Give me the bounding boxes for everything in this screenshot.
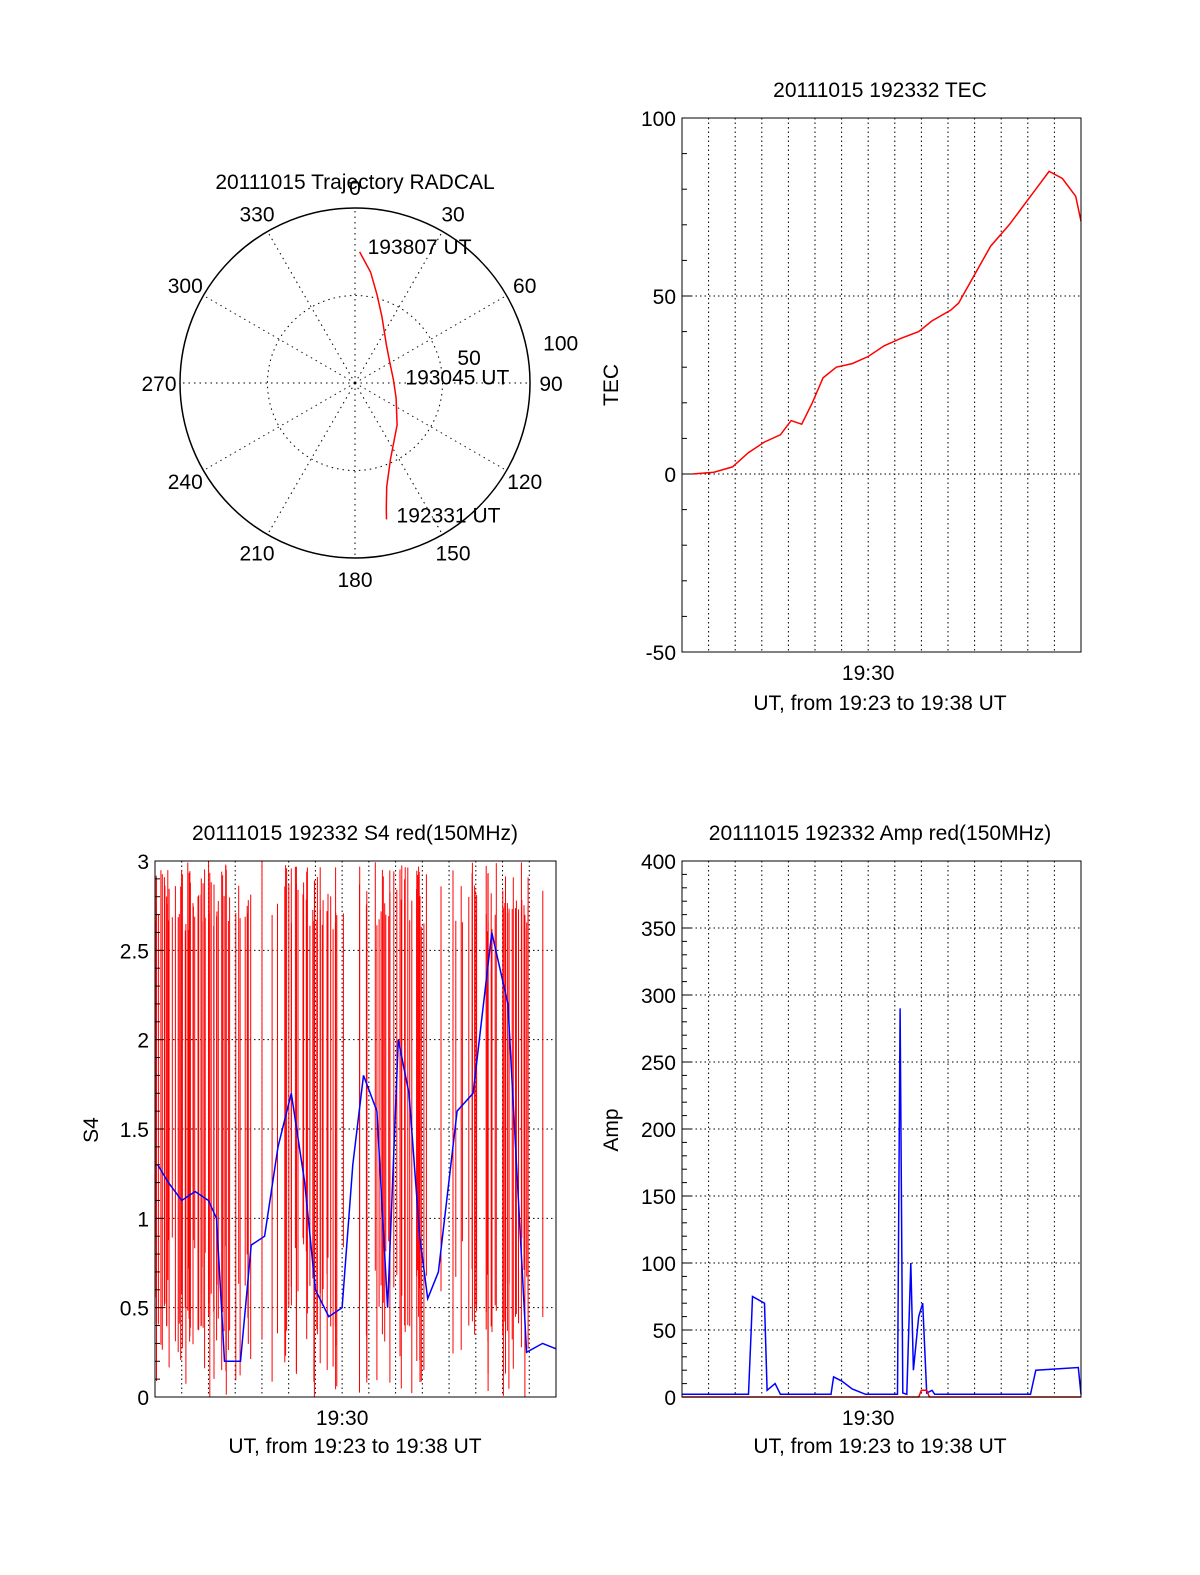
amp-series-line-0 <box>682 1008 1082 1396</box>
polar-grid <box>180 208 530 558</box>
polar-radius-label: 50 <box>457 347 480 370</box>
tec-ticks: -50 0 50 100 19:30 <box>641 108 895 685</box>
s4-ytick-label: 1.5 <box>120 1119 149 1142</box>
tec-xtick-label: 19:30 <box>842 662 895 685</box>
amp-x-axis-label: UT, from 19:23 to 19:38 UT <box>753 1435 1006 1458</box>
amp-ytick-label: 100 <box>641 1253 676 1276</box>
amp-y-axis-label: Amp <box>600 1108 623 1151</box>
polar-angle-label: 30 <box>441 203 464 226</box>
tec-chart-title: 20111015 192332 TEC <box>773 79 987 102</box>
polar-spoke <box>354 382 507 471</box>
s4-chart-title: 20111015 192332 S4 red(150MHz) <box>192 822 518 845</box>
polar-angle-label: 300 <box>168 275 203 298</box>
polar-angle-label: 210 <box>239 543 274 566</box>
polar-angle-label: 180 <box>337 569 372 592</box>
tec-x-axis-label: UT, from 19:23 to 19:38 UT <box>753 692 1006 715</box>
amp-ytick-label: 350 <box>641 918 676 941</box>
s4-chart: 20111015 192332 S4 red(150MHz) 0 0.5 1 1.5 2… <box>80 822 557 1458</box>
polar-outer-circle <box>179 207 531 559</box>
tec-chart: 20111015 192332 TEC -50 0 50 100 19:30 TEC U… <box>600 79 1082 715</box>
polar-angle-label: 60 <box>513 275 536 298</box>
amp-series <box>682 1008 1082 1398</box>
amp-ytick-label: 250 <box>641 1052 676 1075</box>
tec-grid <box>682 118 1081 652</box>
amp-chart-title: 20111015 192332 Amp red(150MHz) <box>709 822 1051 845</box>
s4-xtick-label: 19:30 <box>316 1407 369 1430</box>
polar-angle-label: 150 <box>435 543 470 566</box>
tec-series <box>692 170 1082 475</box>
s4-y-axis-label: S4 <box>80 1117 103 1143</box>
tec-ytick-label: 100 <box>641 108 676 131</box>
s4-ticks: 0 0.5 1 1.5 2 2.5 3 19:30 <box>120 851 369 1430</box>
amp-ytick-label: 300 <box>641 985 676 1008</box>
amp-ticks: 0 50 100 150 200 250 300 350 400 19:30 <box>641 851 895 1430</box>
amp-xtick-label: 19:30 <box>842 1407 895 1430</box>
s4-series-line-0 <box>157 932 557 1363</box>
s4-x-axis-label: UT, from 19:23 to 19:38 UT <box>228 1435 481 1458</box>
s4-ytick-label: 3 <box>137 851 149 874</box>
polar-series <box>358 251 398 520</box>
tec-plot-frame <box>681 117 1082 653</box>
amp-ytick-label: 150 <box>641 1186 676 1209</box>
polar-chart-title: 20111015 Trajectory RADCAL <box>215 171 494 194</box>
amp-chart: 20111015 192332 Amp red(150MHz) 0 50 100 15… <box>600 822 1082 1458</box>
s4-series <box>157 932 557 1363</box>
amp-ytick-label: 50 <box>653 1320 676 1343</box>
tec-ytick-label: -50 <box>646 642 676 665</box>
tec-ytick-label: 0 <box>664 464 676 487</box>
amp-ytick-label: 200 <box>641 1119 676 1142</box>
polar-angle-label: 240 <box>168 471 203 494</box>
polar-angle-label: 270 <box>141 373 176 396</box>
trajectory-line <box>358 251 398 520</box>
polar-spoke <box>203 382 356 471</box>
amp-grid <box>682 861 1081 1397</box>
trajectory-start-time: 192331 UT <box>397 504 501 527</box>
polar-angle-label: 120 <box>507 471 542 494</box>
s4-ytick-label: 2 <box>137 1030 149 1053</box>
polar-trajectory-chart: 20111015 Trajectory RADCAL 0 30 60 90 120 150… <box>141 171 578 592</box>
s4-ytick-label: 0 <box>137 1387 149 1410</box>
amp-ytick-label: 400 <box>641 851 676 874</box>
polar-angle-label: 0 <box>349 177 361 200</box>
s4-ytick-label: 0.5 <box>120 1298 149 1321</box>
polar-labels: 0 30 60 90 120 150 180 210 240 270 300 330 50 100 1938… <box>141 177 578 592</box>
tec-ytick-label: 50 <box>653 286 676 309</box>
polar-angle-label: 330 <box>239 203 274 226</box>
polar-spoke <box>267 231 356 384</box>
polar-radius-label: 100 <box>543 332 578 355</box>
s4-ytick-label: 1 <box>137 1208 149 1231</box>
polar-spoke <box>267 382 356 535</box>
polar-ring <box>267 295 443 471</box>
polar-angle-label: 90 <box>539 373 562 396</box>
tec-series-line-0 <box>692 170 1082 475</box>
tec-y-axis-label: TEC <box>600 364 623 406</box>
s4-ytick-label: 2.5 <box>120 940 149 963</box>
trajectory-mid-time: 193045 UT <box>405 367 509 390</box>
trajectory-end-time: 193807 UT <box>368 236 472 259</box>
amp-ytick-label: 0 <box>664 1387 676 1410</box>
